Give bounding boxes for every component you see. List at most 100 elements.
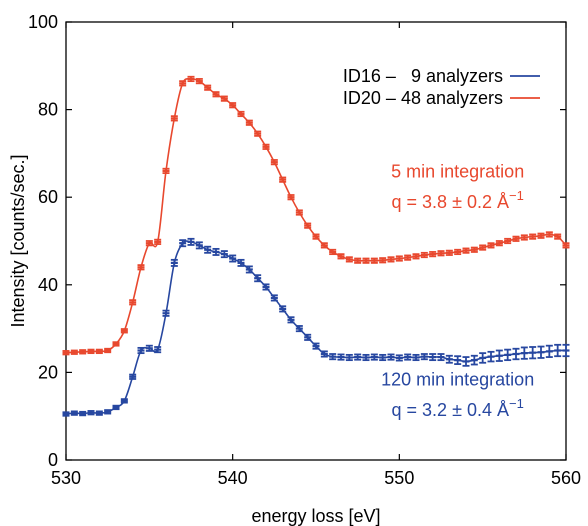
data-point xyxy=(387,353,395,361)
data-point xyxy=(445,354,453,364)
data-point xyxy=(70,410,78,416)
data-point xyxy=(404,254,412,261)
data-point xyxy=(195,78,203,85)
data-point xyxy=(229,102,237,109)
data-point xyxy=(454,355,462,365)
data-point xyxy=(245,119,253,126)
data-point xyxy=(404,353,412,361)
data-point xyxy=(62,411,70,417)
data-point xyxy=(529,233,537,240)
data-point xyxy=(220,95,228,102)
data-point xyxy=(395,354,403,362)
data-point xyxy=(104,347,112,354)
y-tick-label: 100 xyxy=(28,12,58,32)
data-point xyxy=(220,250,228,259)
y-tick-label: 40 xyxy=(38,275,58,295)
annotation-superscript: −1 xyxy=(509,396,524,411)
legend-label: ID20 – 48 analyzers xyxy=(343,88,503,108)
data-point xyxy=(445,249,453,256)
data-point xyxy=(270,159,278,166)
data-point xyxy=(312,342,320,350)
data-point xyxy=(429,251,437,258)
data-point xyxy=(304,222,312,229)
data-point xyxy=(212,247,220,256)
data-point xyxy=(487,242,495,249)
data-point xyxy=(520,346,528,360)
data-point xyxy=(79,410,87,417)
data-point xyxy=(129,299,137,306)
data-point xyxy=(229,254,237,263)
data-point xyxy=(529,346,537,360)
annotation-text: 120 min integration xyxy=(381,370,534,390)
data-point xyxy=(420,251,428,259)
data-point xyxy=(554,233,562,240)
y-tick-label: 80 xyxy=(38,100,58,120)
data-point xyxy=(104,409,112,415)
data-point xyxy=(337,353,345,361)
data-point xyxy=(437,250,445,257)
data-point xyxy=(379,353,387,362)
data-point xyxy=(187,75,195,83)
data-point xyxy=(545,344,553,358)
data-point xyxy=(487,350,495,363)
data-point xyxy=(479,244,487,251)
annotations-layer: 5 min integration q = 3.8 ± 0.2 Å−1 120 mi… xyxy=(381,161,534,420)
data-point xyxy=(212,91,220,98)
data-point xyxy=(137,264,145,271)
annotation-text: 5 min integration xyxy=(391,161,524,181)
data-point xyxy=(137,346,145,355)
data-point xyxy=(370,257,378,264)
data-point xyxy=(462,356,470,367)
data-point xyxy=(545,231,553,238)
data-point xyxy=(512,235,520,242)
annotation-superscript: −1 xyxy=(509,188,524,203)
y-tick-label: 0 xyxy=(48,450,58,470)
data-point xyxy=(187,237,195,246)
annotation-line: 5 min integration xyxy=(391,161,524,181)
data-point xyxy=(437,353,445,362)
data-point xyxy=(320,350,328,358)
data-point xyxy=(129,373,137,380)
data-point xyxy=(537,345,545,359)
data-point xyxy=(345,256,353,263)
y-axis-label: Intensity [counts/sec.] xyxy=(8,154,28,327)
x-tick-label: 560 xyxy=(551,468,581,488)
data-point xyxy=(504,237,512,245)
y-tick-label: 60 xyxy=(38,187,58,207)
data-point xyxy=(554,343,562,358)
data-point xyxy=(254,130,262,137)
annotation-line: q = 3.8 ± 0.2 Å−1 xyxy=(392,188,524,212)
annotation-text: q = 3.2 ± 0.4 Å xyxy=(392,400,509,420)
data-point xyxy=(304,333,312,341)
y-tick-label: 20 xyxy=(38,362,58,382)
data-point xyxy=(145,344,153,352)
data-point xyxy=(345,353,353,362)
data-point xyxy=(95,410,103,416)
data-point xyxy=(62,350,70,356)
data-point xyxy=(79,349,87,355)
data-point xyxy=(245,265,253,274)
data-point xyxy=(512,347,520,361)
data-point xyxy=(454,248,462,256)
data-point xyxy=(279,176,287,183)
data-point xyxy=(162,309,170,317)
data-point xyxy=(170,258,178,267)
data-point xyxy=(337,253,345,260)
legend-label: ID16 – 9 analyzers xyxy=(343,66,503,86)
data-point xyxy=(262,143,270,150)
data-point xyxy=(237,258,245,267)
data-point xyxy=(204,84,212,91)
series-0 xyxy=(62,237,570,417)
data-point xyxy=(179,80,187,87)
data-point xyxy=(154,346,162,354)
data-point xyxy=(154,238,162,245)
data-point xyxy=(412,353,420,362)
plot-frame xyxy=(65,21,567,461)
data-point xyxy=(470,246,478,253)
data-point xyxy=(70,349,78,355)
data-point xyxy=(87,410,95,416)
data-point xyxy=(179,239,187,248)
data-point xyxy=(254,274,262,283)
data-point xyxy=(362,257,370,264)
